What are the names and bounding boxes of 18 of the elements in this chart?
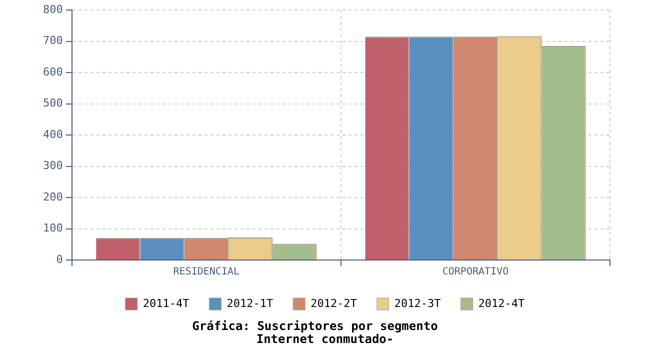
legend-label: 2011-4T bbox=[142, 296, 190, 310]
y-tick-label: 200 bbox=[42, 190, 63, 204]
legend-label: 2012-3T bbox=[394, 296, 442, 310]
legend-label: 2012-4T bbox=[478, 296, 526, 310]
y-tick-label: 800 bbox=[42, 2, 63, 16]
y-tick-label: 600 bbox=[42, 65, 63, 78]
x-tick-label: CORPORATIVO bbox=[442, 266, 509, 278]
y-tick-label: 500 bbox=[42, 96, 63, 110]
y-tick-label: 300 bbox=[42, 159, 63, 172]
x-tick-label: RESIDENCIAL bbox=[173, 266, 240, 278]
legend-label: 2012-1T bbox=[226, 296, 274, 310]
text: Internet conmutado- bbox=[255, 332, 394, 346]
y-tick-label: 0 bbox=[56, 252, 63, 266]
y-tick-label: 100 bbox=[42, 222, 63, 235]
y-tick-label: 400 bbox=[42, 128, 63, 141]
text: Gráfica: Suscriptores por segmento bbox=[191, 319, 439, 333]
legend-label: 2012-2T bbox=[310, 296, 358, 310]
y-tick-label: 700 bbox=[42, 34, 63, 48]
